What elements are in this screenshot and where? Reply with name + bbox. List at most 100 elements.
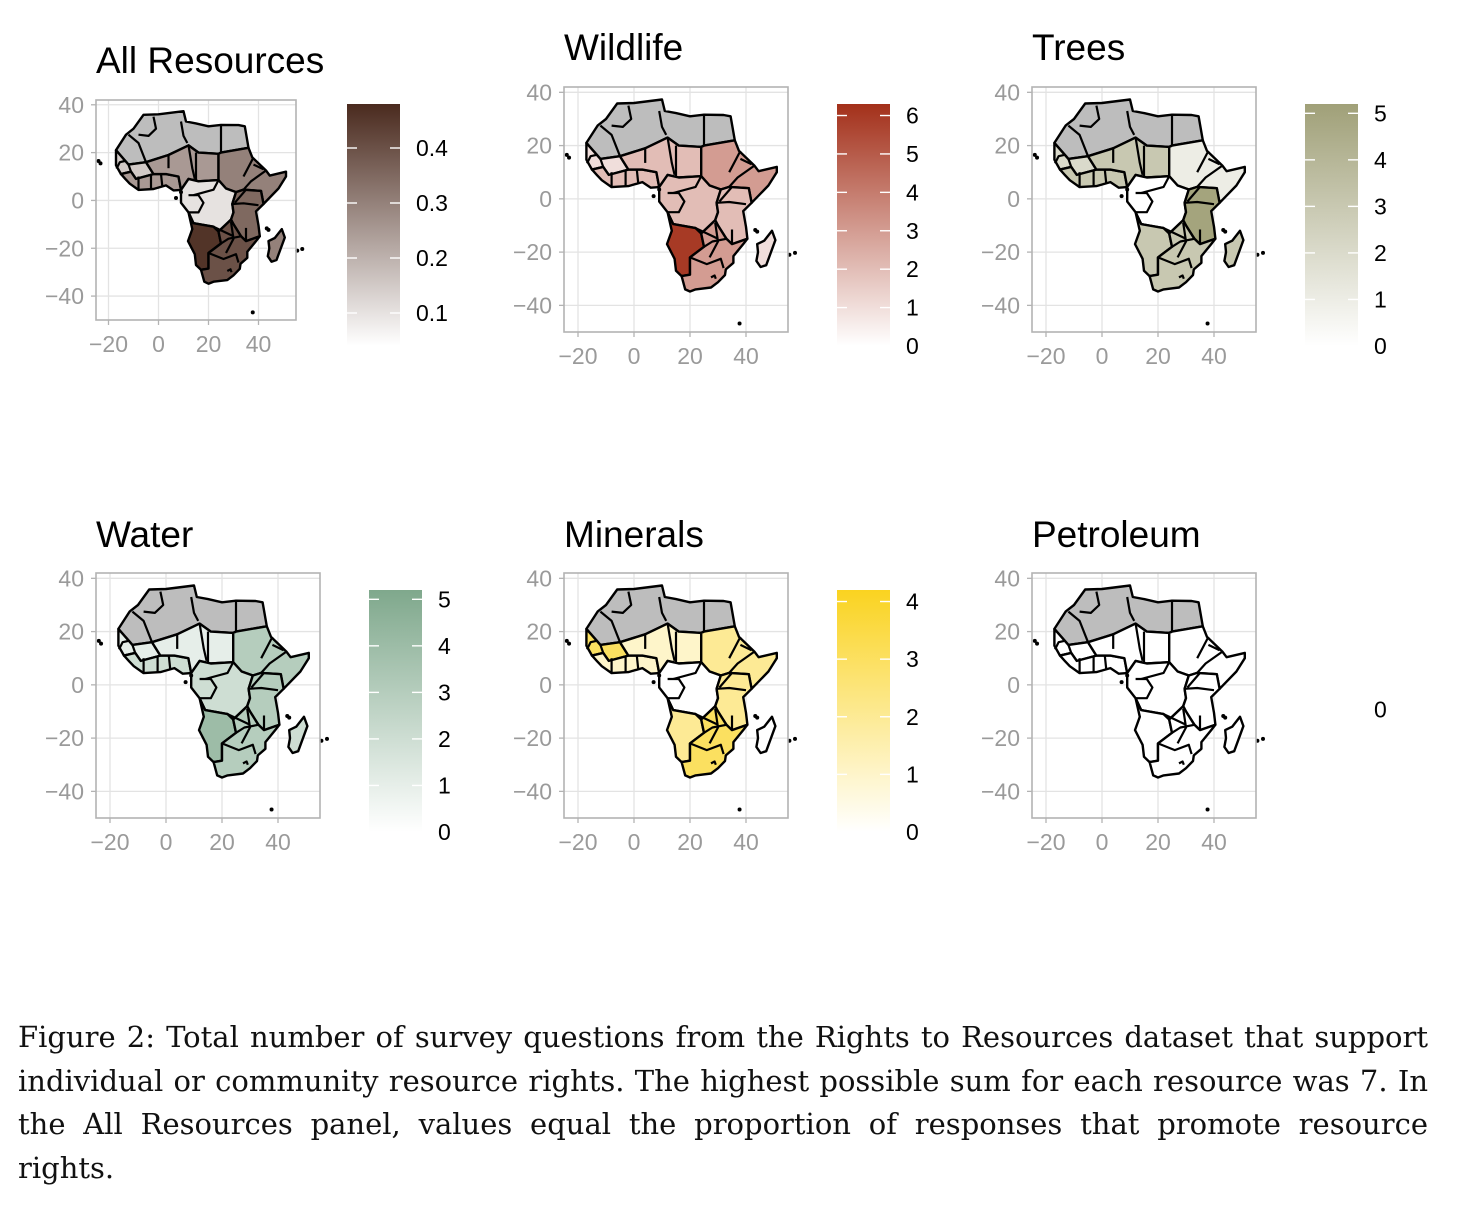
country-border (599, 124, 622, 157)
country-border (1140, 661, 1171, 681)
legend-tick-label: 1 (906, 761, 919, 787)
x-tick-label: 20 (1145, 829, 1171, 855)
y-tick-label: 0 (1007, 672, 1020, 698)
country-border (666, 623, 676, 662)
region-southeast (1148, 218, 1217, 293)
legend-tick-label: 3 (906, 646, 919, 672)
country-border (611, 105, 633, 129)
country-border (1134, 623, 1144, 662)
country-border (198, 623, 208, 662)
country-border (1067, 644, 1073, 654)
legend-tick-label: 5 (906, 141, 919, 167)
country-border (718, 186, 733, 203)
country-border (159, 173, 164, 187)
country-border (739, 643, 753, 652)
country-border (1054, 153, 1065, 164)
country-border (143, 591, 165, 615)
country-border (672, 661, 703, 681)
y-tick-label: 40 (526, 79, 552, 105)
country-border (1135, 677, 1154, 700)
region-mad (1223, 229, 1245, 269)
island (179, 190, 183, 195)
island (657, 673, 662, 678)
y-tick-label: 20 (994, 133, 1020, 159)
legend-tick-label: 2 (906, 704, 919, 730)
country-border (1163, 227, 1187, 240)
x-tick-label: −20 (90, 829, 129, 855)
legend-colorbar: 0 1 2 3 4 5 (369, 586, 451, 845)
country-border (221, 742, 257, 755)
island (1205, 807, 1210, 812)
country-border (1176, 708, 1188, 744)
panel-frame (95, 99, 297, 321)
island (1032, 638, 1037, 643)
y-tick-label: −40 (513, 778, 552, 804)
country-border (233, 188, 247, 204)
country-border (1067, 158, 1073, 168)
country-border (1207, 157, 1221, 166)
country-border (586, 153, 597, 164)
country-border (1196, 636, 1210, 659)
country-border (260, 650, 288, 674)
y-tick-label: 0 (539, 186, 552, 212)
x-tick-label: 20 (196, 331, 222, 357)
country-border (127, 164, 133, 173)
y-tick-label: 40 (58, 92, 84, 118)
country-border (703, 237, 727, 248)
x-tick-label: 20 (677, 343, 703, 369)
x-tick-label: −20 (558, 829, 597, 855)
y-tick-label: 0 (1007, 186, 1020, 212)
country-border (1079, 105, 1101, 129)
y-tick-label: −40 (45, 283, 84, 309)
legend-colorbar: 0 1 2 3 4 5 (1305, 100, 1387, 359)
y-tick-label: 40 (994, 565, 1020, 591)
island (564, 638, 569, 643)
y-tick-label: 0 (539, 672, 552, 698)
country-border (658, 110, 668, 136)
country-border (1184, 686, 1215, 692)
country-border (1079, 591, 1101, 615)
panel-title: Water (96, 514, 193, 555)
y-tick-label: −20 (513, 725, 552, 751)
island (755, 715, 760, 720)
panel-frame (563, 86, 789, 333)
country-border (138, 116, 158, 137)
region-mad (266, 227, 286, 263)
legend-tick-label: 0 (1374, 697, 1387, 723)
island (737, 807, 742, 812)
region-mad (755, 229, 777, 269)
y-tick-label: −20 (981, 725, 1020, 751)
y-tick-label: 20 (58, 619, 84, 645)
country-border (242, 156, 255, 178)
x-tick-label: 0 (152, 331, 165, 357)
country-border (1178, 760, 1185, 766)
figure-caption: Figure 2: Total number of survey questio… (18, 1020, 1428, 1185)
legend-tick-label: 3 (906, 218, 919, 244)
legend-gradient (837, 104, 890, 346)
island (793, 736, 797, 741)
legend-gradient (369, 590, 422, 832)
x-tick-label: −20 (89, 331, 128, 357)
y-tick-label: 20 (526, 133, 552, 159)
island (183, 680, 188, 685)
island (1125, 673, 1130, 678)
x-tick-label: 20 (1145, 343, 1171, 369)
country-border (1171, 237, 1195, 248)
country-border (1178, 274, 1185, 280)
country-border (689, 742, 725, 755)
x-tick-label: 40 (1201, 829, 1227, 855)
figure: All Resources−20 0 20 4040200−20−400.10.20.… (45, 27, 1387, 855)
legend-tick-label: 4 (906, 179, 919, 205)
legend-tick-label: 4 (906, 589, 919, 615)
country-border (131, 610, 154, 643)
country-border (235, 723, 259, 734)
y-tick-label: 20 (526, 619, 552, 645)
island (1119, 680, 1124, 685)
y-tick-label: −40 (45, 778, 84, 804)
legend-tick-label: 1 (1374, 286, 1387, 312)
country-border (586, 639, 597, 650)
legend-colorbar: 0.1 0.2 0.3 0.4 (347, 104, 448, 346)
country-border (1140, 175, 1171, 195)
country-border (226, 268, 233, 273)
country-border (716, 200, 747, 206)
